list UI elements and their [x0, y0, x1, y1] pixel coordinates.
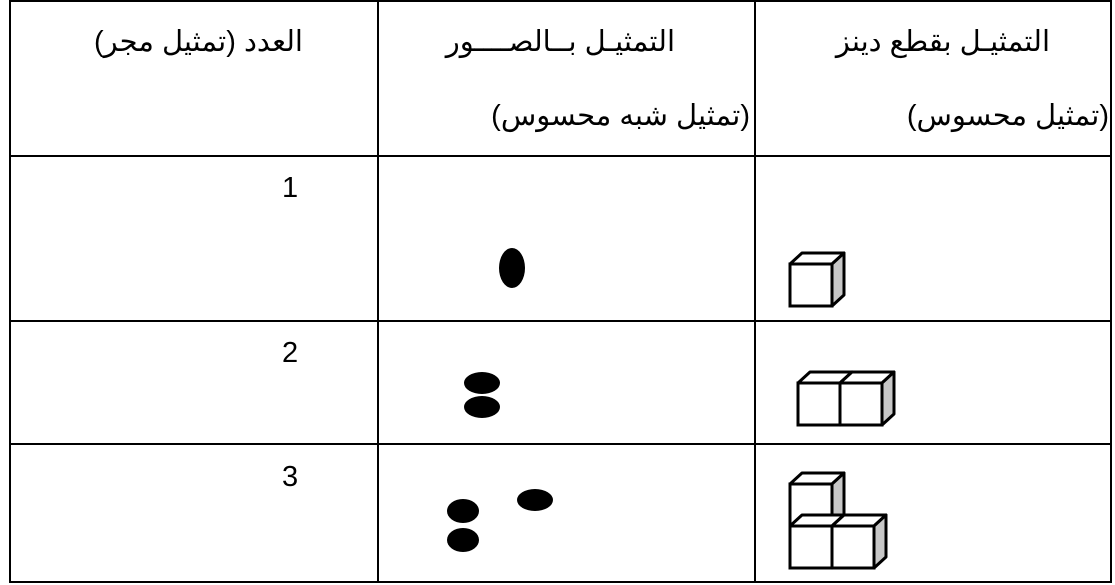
dot [499, 248, 525, 288]
dot [464, 372, 500, 394]
cube [788, 251, 846, 308]
header-text: التمثيـل بقطع دينز [835, 26, 1050, 58]
number: 2 [282, 337, 299, 369]
number: 3 [282, 461, 299, 493]
cube [830, 513, 888, 570]
header-text: (تمثيل شبه محسوس) [491, 100, 750, 132]
cube [838, 370, 896, 427]
cell [9, 443, 379, 583]
header-text: (تمثيل محسوس) [906, 100, 1109, 132]
header-text: التمثيـل بــالصــــور [445, 26, 675, 58]
number: 1 [282, 172, 299, 204]
dot [464, 396, 500, 418]
dot [447, 528, 479, 552]
dot [447, 499, 479, 523]
header-text: العدد (تمثيل مجر) [93, 26, 303, 58]
dot [517, 489, 553, 511]
